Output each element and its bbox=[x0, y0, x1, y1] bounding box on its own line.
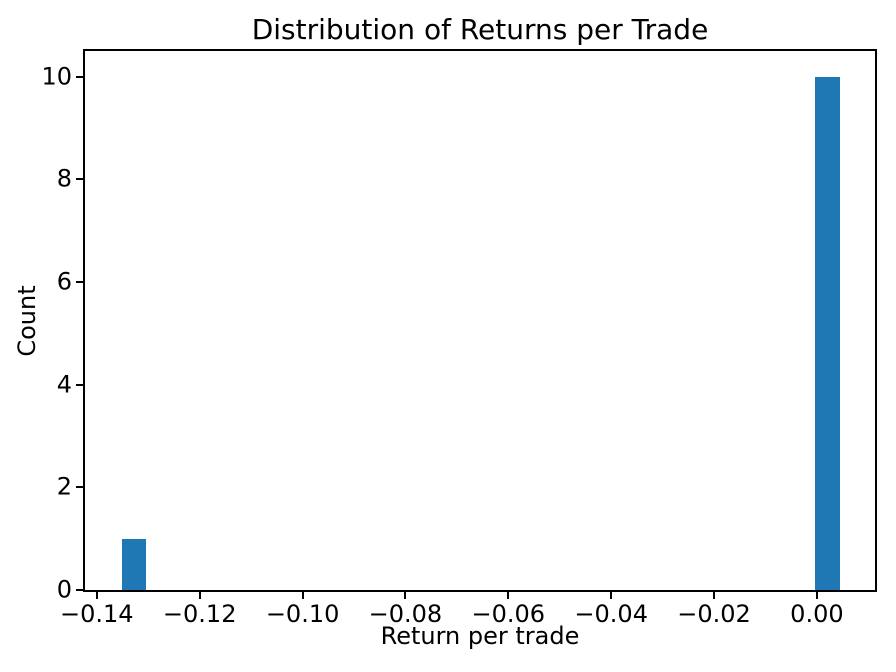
histogram-bar bbox=[814, 76, 840, 590]
y-tick-label: 8 bbox=[56, 164, 72, 193]
x-tick-mark bbox=[713, 592, 715, 599]
x-tick-label: −0.06 bbox=[471, 600, 546, 628]
y-tick-mark bbox=[76, 178, 83, 181]
x-tick-label: −0.10 bbox=[265, 600, 340, 628]
x-tick-mark bbox=[610, 592, 613, 599]
y-tick-mark bbox=[76, 383, 83, 386]
y-tick-label: 10 bbox=[41, 61, 72, 90]
x-axis-label: Return per trade bbox=[380, 622, 580, 650]
x-tick-label: −0.02 bbox=[677, 600, 751, 628]
x-tick-label: −0.12 bbox=[162, 600, 237, 628]
x-tick-mark bbox=[815, 592, 818, 599]
histogram-bar bbox=[122, 538, 146, 590]
plot-area bbox=[83, 49, 877, 592]
y-tick-label: 6 bbox=[56, 267, 72, 296]
bars-layer bbox=[85, 51, 875, 590]
y-tick-label: 4 bbox=[56, 369, 72, 398]
y-tick-mark bbox=[76, 75, 83, 78]
x-tick-mark bbox=[198, 592, 201, 599]
x-tick-label: −0.14 bbox=[60, 600, 134, 628]
y-tick-label: 0 bbox=[56, 575, 72, 604]
x-tick-mark bbox=[507, 592, 510, 599]
y-tick-mark bbox=[76, 281, 83, 283]
x-tick-mark bbox=[404, 592, 407, 599]
y-tick-label: 2 bbox=[56, 472, 72, 501]
chart-title: Distribution of Returns per Trade bbox=[251, 13, 709, 46]
y-tick-mark bbox=[76, 589, 83, 591]
x-tick-label: −0.08 bbox=[368, 600, 443, 628]
x-tick-label: −0.04 bbox=[574, 600, 648, 628]
x-tick-mark bbox=[301, 592, 304, 599]
y-tick-mark bbox=[76, 486, 83, 489]
y-axis-label: Count bbox=[12, 285, 41, 357]
x-tick-label: 0.00 bbox=[790, 600, 844, 628]
x-tick-mark bbox=[95, 592, 98, 599]
